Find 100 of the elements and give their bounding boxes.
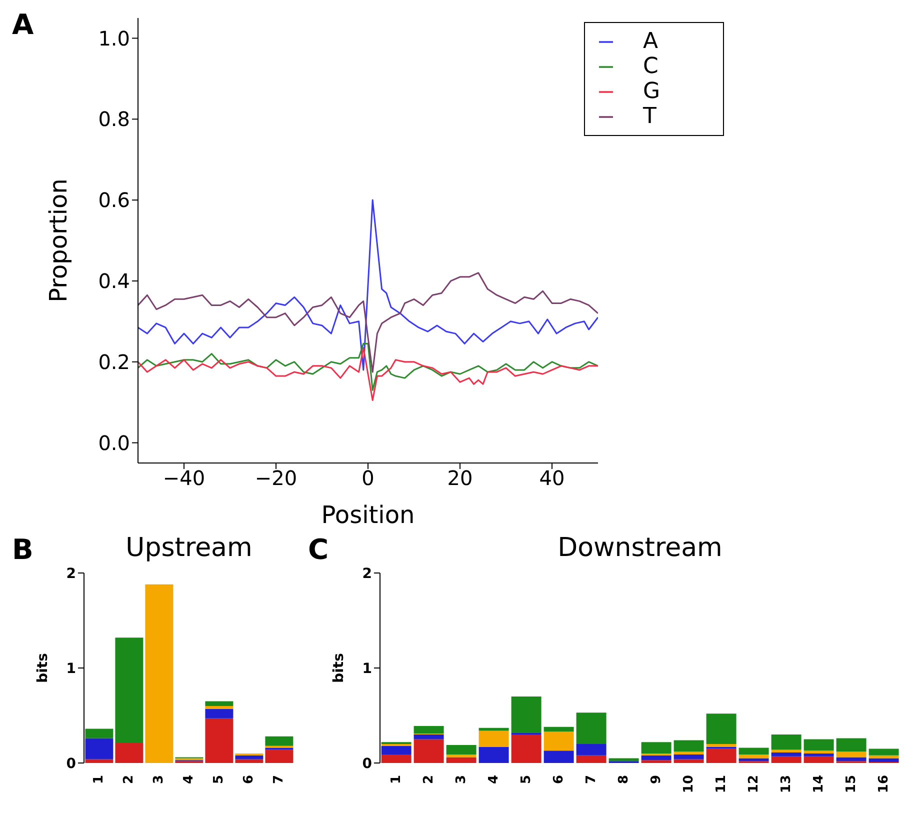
line-series bbox=[138, 199, 598, 371]
bar bbox=[576, 755, 606, 763]
bar bbox=[771, 752, 802, 756]
bar bbox=[85, 759, 114, 763]
bar bbox=[205, 708, 234, 718]
bar bbox=[641, 760, 672, 763]
y-tick-label: 0 bbox=[66, 756, 76, 772]
bar bbox=[804, 756, 834, 763]
bar bbox=[115, 638, 144, 744]
bar bbox=[478, 746, 509, 763]
line-series bbox=[138, 342, 598, 391]
bar bbox=[706, 748, 736, 763]
bar bbox=[446, 754, 476, 758]
bar bbox=[265, 736, 294, 746]
bar bbox=[414, 734, 444, 740]
bar bbox=[381, 746, 412, 754]
chart-title: Downstream bbox=[556, 533, 724, 563]
x-tick-label: 1 bbox=[92, 775, 106, 784]
bar bbox=[674, 759, 704, 763]
bar bbox=[738, 748, 769, 754]
x-tick-label: 40 bbox=[539, 466, 565, 490]
x-tick-label: 10 bbox=[681, 775, 696, 794]
text: A bbox=[12, 8, 34, 41]
y-axis-title: Proportion bbox=[44, 178, 73, 302]
x-tick-label: 15 bbox=[844, 775, 859, 794]
bar bbox=[674, 752, 704, 754]
bar bbox=[674, 754, 704, 760]
y-axis-title: bits bbox=[34, 653, 51, 683]
bar bbox=[868, 755, 899, 758]
line-series bbox=[138, 346, 598, 402]
x-tick-label: −40 bbox=[162, 466, 206, 490]
x-tick-label: 1 bbox=[388, 775, 404, 784]
x-axis-title: Position bbox=[321, 501, 415, 529]
x-tick-label: 12 bbox=[746, 775, 762, 794]
y-tick-label: 1 bbox=[362, 660, 372, 677]
bar bbox=[836, 752, 866, 758]
bar bbox=[836, 757, 866, 762]
x-tick-label: 6 bbox=[551, 775, 566, 784]
legend-label: A bbox=[643, 29, 658, 54]
bar bbox=[544, 726, 574, 732]
bar bbox=[205, 701, 234, 706]
x-tick-label: 2 bbox=[421, 775, 436, 784]
legend-label: C bbox=[643, 54, 658, 79]
line-series bbox=[138, 272, 598, 373]
bar bbox=[641, 755, 672, 760]
bar bbox=[706, 744, 736, 747]
x-tick-label: 11 bbox=[714, 775, 729, 794]
x-tick-label: 4 bbox=[182, 775, 196, 784]
bar bbox=[205, 718, 234, 763]
bar bbox=[674, 740, 704, 752]
bar bbox=[235, 755, 264, 760]
bar bbox=[641, 742, 672, 754]
bar bbox=[836, 738, 866, 752]
bar bbox=[706, 714, 736, 744]
x-tick-label: 14 bbox=[811, 775, 826, 794]
text: B bbox=[12, 533, 34, 566]
bar bbox=[544, 732, 574, 751]
bar bbox=[771, 750, 802, 753]
x-tick-label: 7 bbox=[272, 775, 286, 784]
y-tick-label: 0 bbox=[362, 756, 372, 772]
x-tick-label: 5 bbox=[212, 775, 226, 784]
y-tick-label: 1 bbox=[66, 660, 76, 677]
chart-title: Upstream bbox=[124, 533, 254, 563]
bar bbox=[804, 754, 834, 756]
y-tick-label: 2 bbox=[362, 566, 372, 582]
x-tick-label: 7 bbox=[584, 775, 599, 784]
x-tick-label: 8 bbox=[616, 775, 632, 784]
bar bbox=[868, 758, 899, 762]
x-tick-label: −20 bbox=[254, 466, 298, 490]
bar bbox=[145, 584, 174, 763]
y-tick-label: 0.0 bbox=[98, 430, 130, 455]
text: C bbox=[308, 533, 329, 566]
y-axis-title: bits bbox=[330, 653, 347, 683]
bar bbox=[85, 728, 114, 738]
bar bbox=[414, 726, 444, 734]
bar bbox=[265, 750, 294, 763]
bar bbox=[771, 734, 802, 750]
bar bbox=[576, 744, 606, 756]
bar bbox=[576, 712, 606, 744]
bar bbox=[868, 748, 899, 756]
x-tick-label: 20 bbox=[447, 466, 473, 490]
y-tick-label: 0.6 bbox=[98, 188, 130, 212]
x-tick-label: 13 bbox=[778, 775, 794, 794]
x-tick-label: 2 bbox=[122, 775, 136, 784]
legend-label: T bbox=[643, 104, 656, 129]
bar bbox=[446, 757, 476, 763]
bar bbox=[115, 743, 144, 763]
legend-label: G bbox=[643, 79, 660, 104]
y-tick-label: 0.8 bbox=[98, 107, 130, 132]
bar bbox=[205, 706, 234, 709]
bar bbox=[738, 754, 769, 758]
x-tick-label: 5 bbox=[518, 775, 534, 784]
bar bbox=[511, 696, 542, 733]
bar bbox=[804, 750, 834, 754]
y-tick-label: 2 bbox=[66, 566, 76, 582]
x-tick-label: 9 bbox=[648, 775, 664, 784]
y-tick-label: 0.4 bbox=[98, 269, 130, 294]
x-tick-label: 6 bbox=[242, 775, 256, 784]
bar bbox=[804, 739, 834, 751]
y-tick-label: 1.0 bbox=[98, 26, 130, 50]
